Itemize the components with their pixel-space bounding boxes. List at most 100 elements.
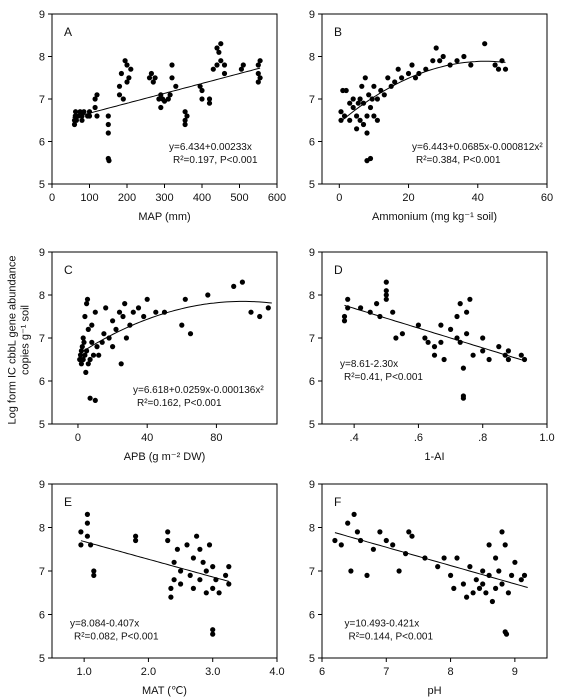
data-point [493, 555, 499, 561]
data-point [366, 92, 372, 98]
data-point [351, 511, 357, 517]
data-point [374, 117, 380, 123]
data-point [110, 344, 116, 350]
data-point [454, 58, 460, 64]
data-point [383, 292, 389, 298]
data-point [178, 581, 184, 587]
data-point [116, 309, 123, 315]
x-tick-label: 0 [49, 192, 55, 204]
data-point [370, 546, 376, 552]
data-point [213, 577, 219, 583]
data-point [210, 627, 216, 633]
x-tick-label: 400 [193, 192, 211, 204]
data-point [182, 109, 188, 115]
data-point [255, 62, 261, 68]
data-point [430, 58, 436, 64]
data-point [405, 70, 412, 77]
data-point [367, 104, 374, 111]
plot-frame [321, 251, 548, 425]
data-point [158, 92, 164, 98]
data-point [435, 564, 441, 570]
data-point [388, 83, 394, 89]
data-point [505, 590, 511, 596]
data-point [214, 62, 220, 68]
data-point [437, 58, 443, 64]
data-point [457, 301, 463, 307]
data-point [226, 564, 232, 570]
data-point [184, 113, 190, 119]
y-tick-label: 6 [309, 376, 315, 388]
data-point [168, 585, 174, 592]
data-point [341, 313, 348, 320]
data-point [152, 75, 158, 81]
data-point [150, 79, 156, 85]
data-point [197, 546, 203, 552]
data-point [480, 568, 486, 574]
data-point [197, 577, 203, 583]
data-point [371, 113, 377, 119]
data-point [493, 585, 499, 592]
data-point [377, 313, 383, 320]
x-tick-label: 9 [512, 666, 518, 678]
data-point [168, 594, 174, 600]
y-tick-label: 8 [309, 52, 315, 64]
data-point [179, 322, 185, 328]
y-tick-label: 5 [39, 419, 45, 431]
data-point [451, 585, 457, 592]
data-point [345, 520, 351, 526]
data-point [210, 585, 216, 592]
data-point [84, 533, 90, 539]
data-point [165, 529, 171, 535]
x-tick-label: .6 [414, 432, 423, 444]
data-point [171, 559, 177, 565]
data-point [357, 117, 363, 123]
data-point [390, 309, 396, 315]
data-point [332, 537, 338, 544]
data-point [84, 301, 90, 307]
data-point [470, 590, 476, 596]
data-point [85, 361, 91, 367]
data-point [82, 352, 88, 358]
data-point [467, 296, 473, 302]
y-tick-label: 5 [39, 179, 45, 191]
data-point [257, 75, 263, 81]
data-point [167, 92, 173, 98]
data-point [87, 356, 93, 363]
data-point [85, 326, 91, 332]
y-tick-label: 7 [309, 333, 315, 345]
y-tick-label: 5 [309, 653, 315, 665]
x-tick-label: 0 [336, 192, 342, 204]
data-point [239, 279, 245, 285]
x-tick-label: 3.0 [205, 666, 220, 678]
data-point [221, 62, 228, 68]
data-point [354, 113, 360, 119]
data-point [399, 331, 405, 337]
x-axis-label: pH [427, 685, 441, 697]
regression-equation: y=6.618+0.0259x-0.000136x² [133, 385, 264, 396]
data-point [80, 356, 86, 363]
data-point [91, 572, 97, 579]
data-point [354, 126, 360, 132]
y-tick-label: 8 [39, 290, 45, 302]
x-tick-label: 1.0 [76, 666, 91, 678]
data-point [171, 577, 177, 583]
data-point [144, 296, 150, 302]
data-point [364, 130, 370, 136]
data-point [78, 542, 84, 548]
data-point [364, 113, 370, 119]
y-tick-label: 7 [39, 333, 45, 345]
data-point [184, 542, 190, 548]
x-axis-label: Ammonium (mg kg⁻¹ soil) [372, 211, 497, 223]
data-point [489, 598, 495, 605]
data-point [377, 529, 383, 535]
x-tick-label: 8 [448, 666, 454, 678]
data-point [88, 542, 94, 548]
data-point [153, 309, 159, 315]
data-point [106, 335, 112, 341]
data-point [118, 361, 124, 367]
data-point [122, 301, 128, 307]
data-point [73, 109, 79, 115]
data-point [86, 113, 93, 119]
panel-e: 5 6 7 8 9 1.0 2.0 3.0 4.0 MAT (℃) Ey=8.084-0.407x R… [39, 479, 285, 697]
